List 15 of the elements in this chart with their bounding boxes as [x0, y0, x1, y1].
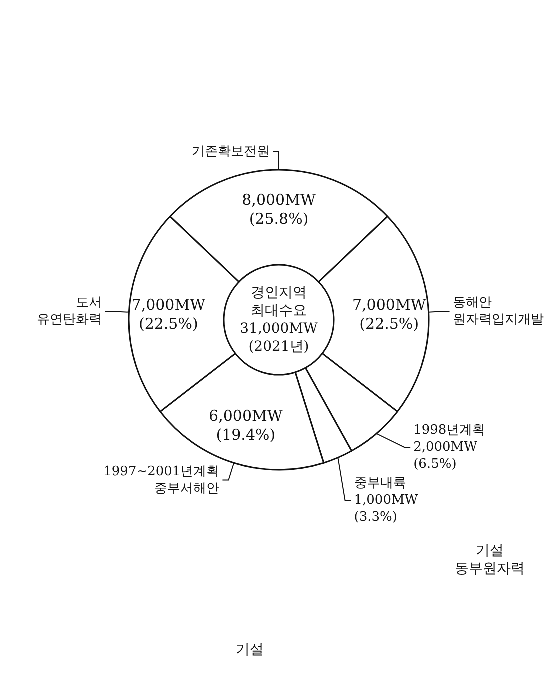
data-label: 7,000MW (22.5%)	[352, 296, 427, 333]
text: 기설 동부원자력	[455, 543, 525, 577]
data-label: 6,000MW (19.4%)	[209, 406, 284, 444]
data-label: 7,000MW (22.5%)	[132, 296, 206, 333]
slice-label: 동해안 원자력입지개발	[452, 295, 544, 328]
text: 기설	[236, 642, 264, 658]
data-label: 2,000MW (6.5%)	[414, 440, 478, 472]
slice-label: 1998년계획	[414, 422, 486, 438]
data-label: 8,000MW (25.8%)	[242, 191, 316, 228]
slice-label: 도서 유연탄화력	[37, 295, 102, 328]
text: 경인지역 최대수요 31,000MW (2021년)	[240, 285, 318, 355]
data-label: 1,000MW (3.3%)	[354, 492, 419, 525]
slice-label: 기존확보전원	[192, 144, 270, 160]
slice-label: 중부내륙	[354, 476, 406, 491]
slice-label: 1997~2001년계획 중부서해안	[104, 464, 220, 496]
